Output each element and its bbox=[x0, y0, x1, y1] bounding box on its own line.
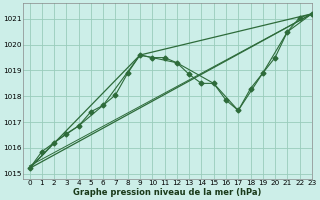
X-axis label: Graphe pression niveau de la mer (hPa): Graphe pression niveau de la mer (hPa) bbox=[74, 188, 262, 197]
